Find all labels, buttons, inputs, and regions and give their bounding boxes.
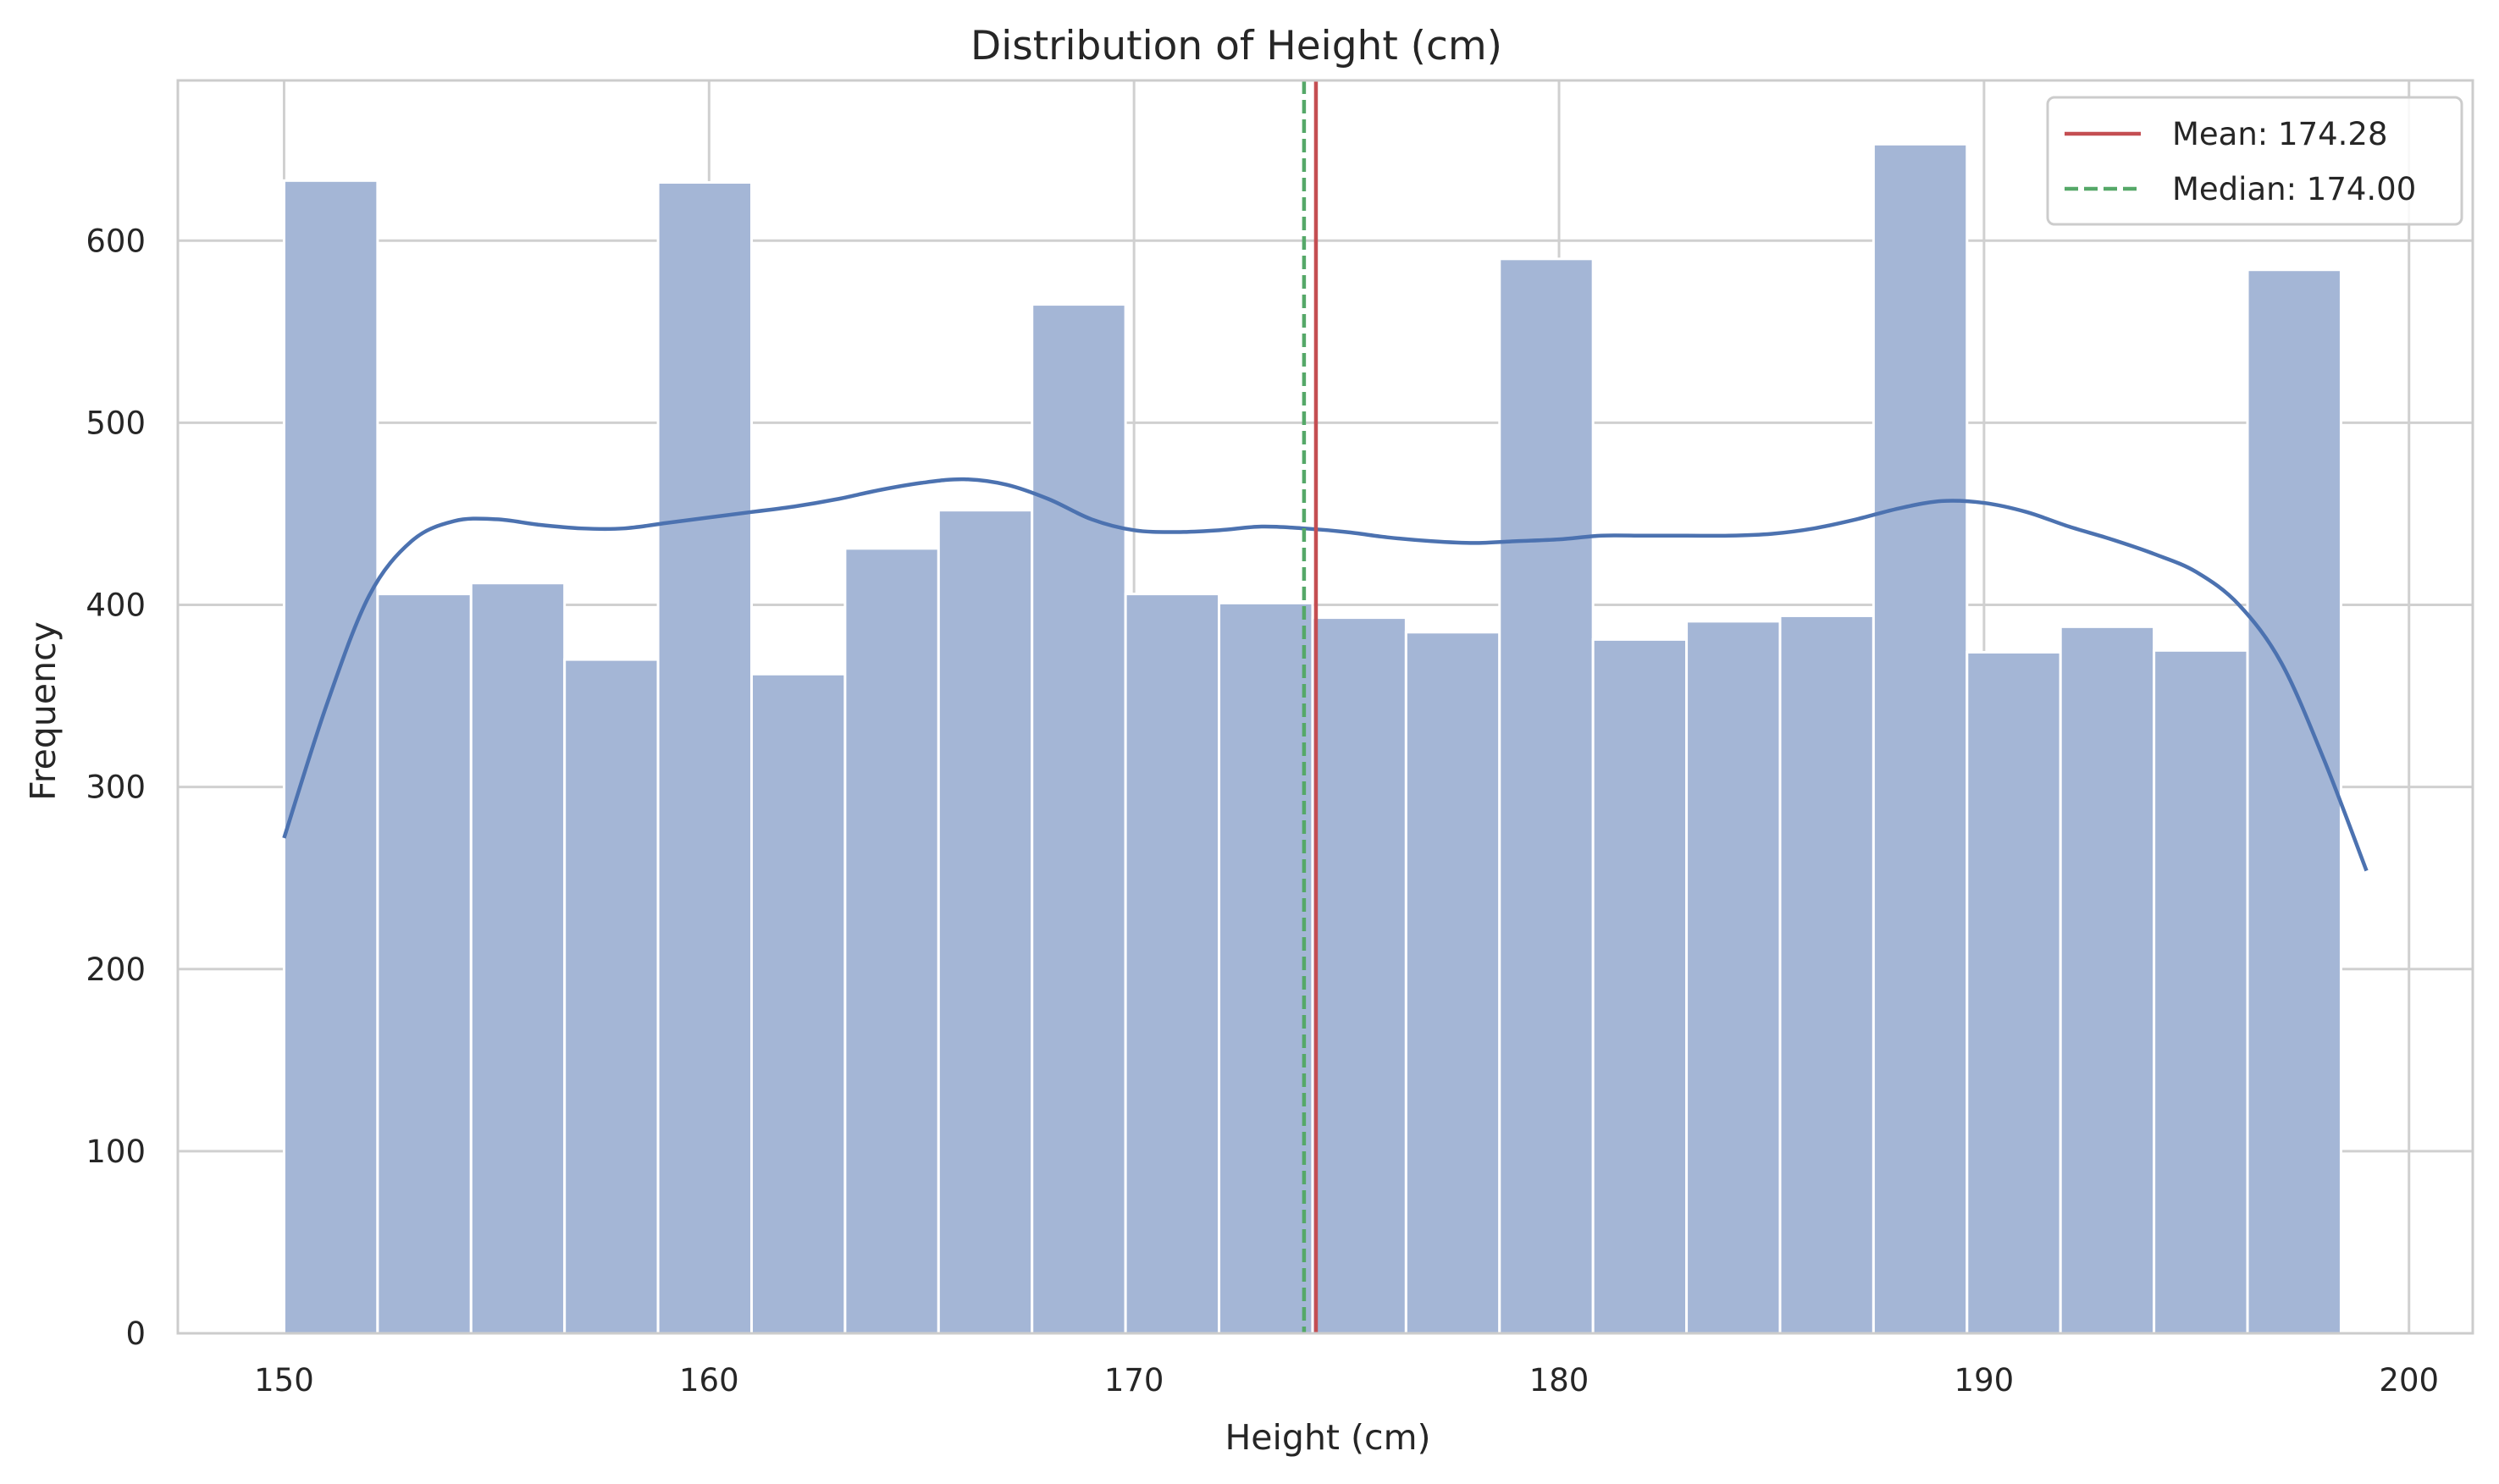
histogram-bar: [2059, 625, 2156, 1335]
x-tick-label: 170: [1104, 1362, 1164, 1398]
kde-curve: [282, 477, 2369, 872]
y-tick-label: 200: [86, 952, 146, 988]
histogram-bar: [1871, 142, 1969, 1335]
y-tick-labels: 0 100 200 300 400 500 600: [86, 223, 146, 1352]
y-axis-label: Frequency: [23, 621, 64, 801]
x-tick-label: 180: [1529, 1362, 1590, 1398]
histogram-bar: [937, 509, 1034, 1335]
y-tick-label: 300: [86, 770, 146, 806]
chart-title: Distribution of Height (cm): [970, 23, 1502, 69]
histogram-bar: [1124, 593, 1221, 1335]
histogram-bar: [282, 179, 379, 1335]
histogram-bar: [1311, 616, 1407, 1335]
histogram-bar: [1965, 650, 2062, 1335]
plot-frame: [176, 79, 2474, 1335]
x-tick-labels: 150 160 170 180 190 200: [254, 1362, 2439, 1398]
y-tick-label: 500: [86, 405, 146, 441]
x-tick-label: 200: [2379, 1362, 2439, 1398]
histogram-bar: [376, 593, 473, 1335]
x-tick-label: 160: [679, 1362, 739, 1398]
legend: Mean: 174.28 Median: 174.00: [2046, 96, 2463, 226]
y-tick-label: 600: [86, 223, 146, 259]
histogram-bar: [1498, 257, 1595, 1335]
histogram-bar: [2246, 268, 2342, 1335]
histogram-bar: [1031, 303, 1127, 1335]
y-tick-label: 0: [125, 1316, 146, 1352]
legend-box: [2046, 96, 2463, 226]
histogram-bar: [1218, 601, 1314, 1335]
histogram-bar: [656, 180, 753, 1335]
y-tick-label: 100: [86, 1134, 146, 1170]
histogram-bar: [750, 672, 847, 1335]
histogram-bars: [282, 142, 2342, 1335]
histogram-bar: [563, 658, 660, 1335]
legend-label: Mean: 174.28: [2172, 116, 2388, 152]
x-axis-label: Height (cm): [1225, 1417, 1430, 1458]
reference-lines: [1302, 80, 1319, 1333]
histogram-bar: [2153, 648, 2249, 1335]
legend-label: Median: 174.00: [2172, 171, 2416, 207]
histogram-bar: [1404, 631, 1501, 1335]
x-tick-label: 150: [254, 1362, 314, 1398]
histogram-bar: [469, 582, 567, 1335]
histogram-bar: [1778, 614, 1875, 1335]
histogram-bar: [1685, 620, 1782, 1335]
histogram-bar: [1591, 637, 1689, 1335]
y-tick-label: 400: [86, 588, 146, 624]
histogram-bar: [843, 547, 940, 1335]
x-tick-label: 190: [1954, 1362, 2015, 1398]
